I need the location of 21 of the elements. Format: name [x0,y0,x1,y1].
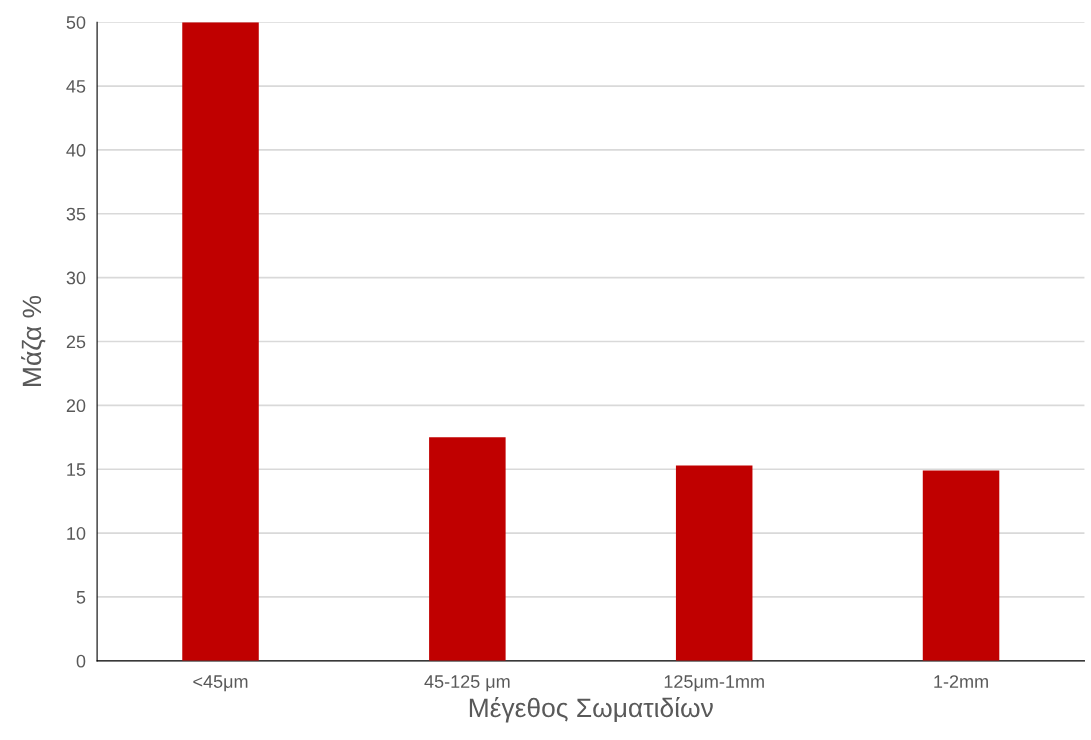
y-tick-label: 0 [76,654,86,668]
y-tick-label: 45 [66,80,86,93]
y-tick-label: 15 [67,463,86,476]
y-tick-label: 20 [66,399,86,413]
x-tick-label: <45μm [193,675,248,692]
y-tick-label: 35 [66,207,86,221]
bar [182,22,259,661]
x-tick-label: 45-125 μm [424,675,510,692]
y-tick-label: 40 [66,143,86,157]
y-axis-title: Μάζα % [21,295,46,386]
bar [675,465,753,661]
y-tick-label: 50 [66,16,86,29]
y-tick-label: 25 [66,335,86,349]
y-tick-label: 10 [67,527,86,540]
y-tick-label: 30 [66,271,86,285]
y-tick-label: 5 [76,591,86,604]
bar [429,437,506,661]
x-tick-label: 1-2mm [934,675,988,688]
bar [922,470,1000,661]
x-tick-label: 125μm-1mm [664,675,764,692]
x-axis-title: Μέγεθος Σωματιδίων [469,697,713,723]
